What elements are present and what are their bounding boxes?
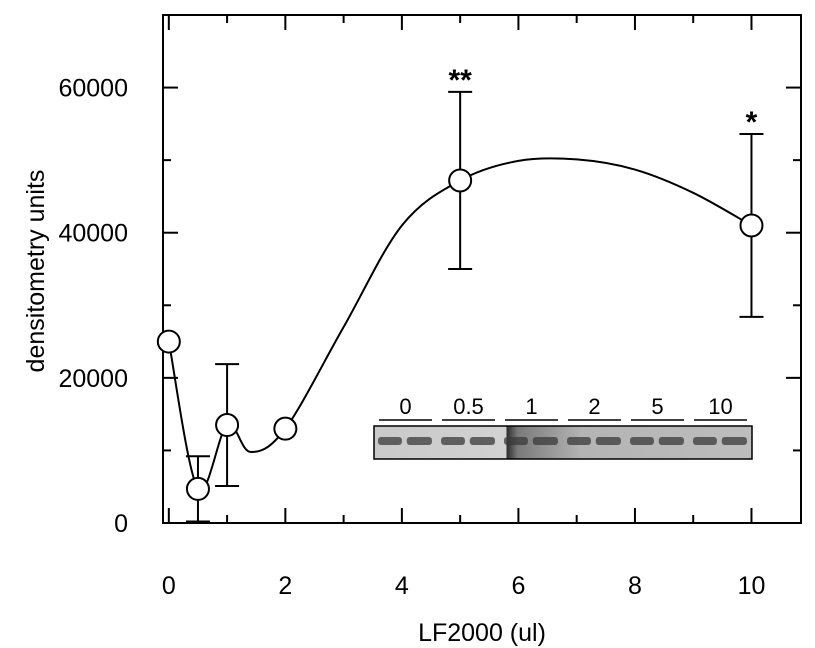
lane-labels: 0 0.5 1 2 5 10	[399, 394, 732, 419]
blot-band	[630, 437, 654, 445]
blot-band	[567, 437, 591, 445]
lane-label: 1	[525, 394, 537, 419]
fit-curve	[167, 157, 752, 492]
blot-bands	[378, 437, 747, 445]
plot-frame	[162, 14, 802, 524]
blot-band	[595, 437, 621, 445]
x-axis-title: LF2000 (ul)	[418, 619, 546, 647]
lane-label: 2	[588, 394, 600, 419]
blot-band	[441, 437, 465, 445]
significance-mark: **	[448, 64, 472, 97]
blot-band	[693, 437, 717, 445]
blot-band	[469, 437, 495, 445]
x-tick-label: 6	[511, 572, 525, 600]
data-point	[739, 213, 764, 238]
x-tick-label: 10	[738, 572, 766, 600]
lane-label: 0	[399, 394, 411, 419]
x-tick-label: 8	[628, 572, 642, 600]
blot-band	[532, 437, 558, 445]
x-tick-label: 4	[395, 572, 409, 600]
lane-label: 0.5	[453, 394, 484, 419]
y-axis-title: densitometry units	[22, 170, 50, 373]
significance-marks: ***	[448, 64, 757, 139]
ticks	[163, 14, 801, 524]
data-points	[156, 168, 764, 501]
y-tick-label: 0	[114, 510, 128, 538]
blot-inset: 0 0.5 1 2 5 10	[373, 394, 753, 460]
y-tick-label: 40000	[58, 220, 128, 248]
data-point	[156, 329, 181, 354]
x-tick-label: 0	[162, 572, 176, 600]
x-tick-label: 2	[278, 572, 292, 600]
data-point	[215, 413, 240, 438]
y-tick-label: 20000	[58, 365, 128, 393]
significance-mark: *	[746, 106, 758, 139]
blot-band	[378, 437, 402, 445]
blot-image	[373, 425, 753, 460]
blot-band	[504, 437, 528, 445]
y-tick-label: 60000	[58, 75, 128, 103]
blot-band	[658, 437, 684, 445]
data-point	[448, 168, 473, 193]
data-point	[185, 476, 210, 501]
blot-band	[721, 437, 747, 445]
lane-label: 5	[651, 394, 663, 419]
lane-label: 10	[708, 394, 732, 419]
data-point	[273, 416, 298, 441]
blot-band	[406, 437, 432, 445]
